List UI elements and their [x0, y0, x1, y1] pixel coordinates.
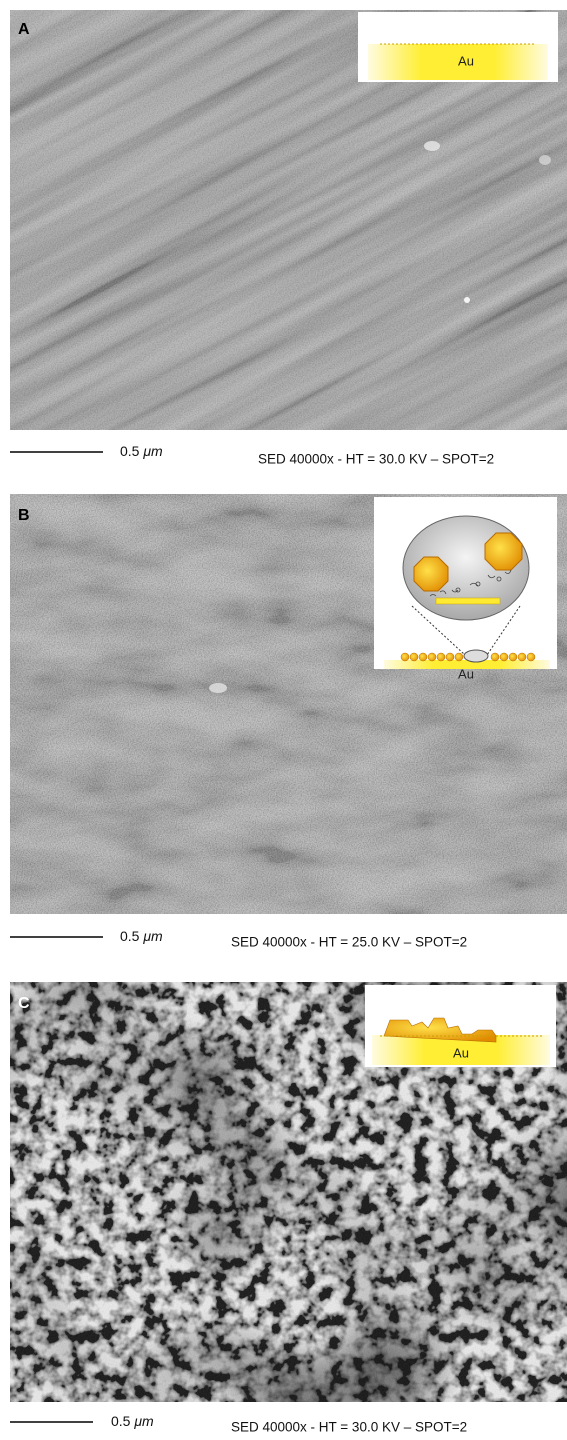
panel-label: A — [18, 21, 30, 38]
figure: A Au 0.5 μm SED 40000x - HT = 30.0 KV – … — [0, 0, 567, 1440]
inset-label: Au — [453, 1045, 469, 1060]
scale-number: 0.5 — [120, 443, 140, 459]
scale-number: 0.5 — [111, 1413, 131, 1429]
inset-label: Au — [458, 666, 474, 681]
scale-text: 0.5 μm — [120, 928, 163, 944]
scale-unit: μm — [133, 1413, 154, 1429]
scale-text: 0.5 μm — [111, 1413, 154, 1429]
caption: SED 40000x - HT = 30.0 KV – SPOT=2 — [258, 452, 494, 467]
inset-a: Au — [358, 12, 558, 82]
panel-label: B — [18, 507, 30, 524]
panel-label: C — [18, 995, 30, 1012]
inset-label: Au — [458, 53, 474, 68]
scale-number: 0.5 — [120, 928, 140, 944]
scale-text: 0.5 μm — [120, 443, 163, 459]
inset-b: Au — [374, 497, 557, 681]
scale-unit: μm — [142, 928, 163, 944]
caption: SED 40000x - HT = 30.0 KV – SPOT=2 — [231, 1420, 467, 1435]
scale-unit: μm — [142, 443, 163, 459]
caption: SED 40000x - HT = 25.0 KV – SPOT=2 — [231, 935, 467, 950]
inset-c: Au — [365, 985, 556, 1067]
